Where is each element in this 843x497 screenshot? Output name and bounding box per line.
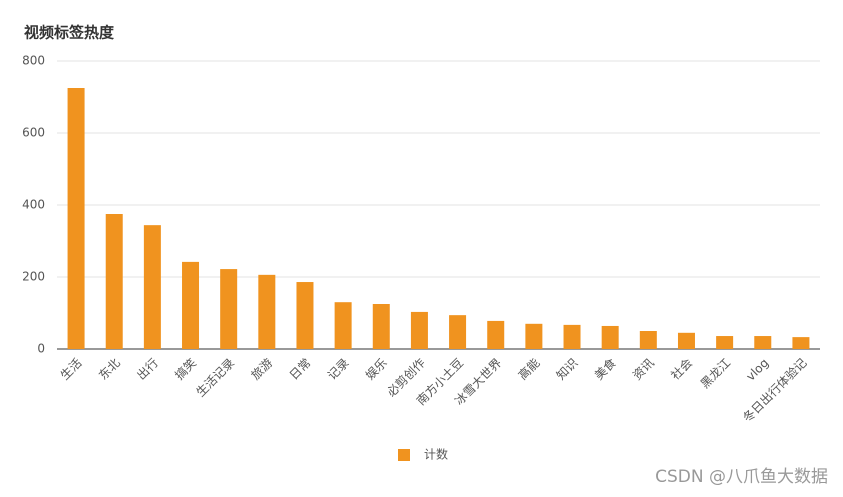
chart-title: 视频标签热度	[24, 24, 115, 42]
x-tick-label: 日常	[287, 356, 314, 383]
bar	[601, 325, 619, 349]
bar	[372, 304, 390, 349]
bar	[258, 274, 276, 349]
bar	[143, 225, 161, 349]
bar	[525, 323, 543, 349]
bar	[296, 282, 314, 349]
bar	[639, 331, 657, 349]
bar	[563, 324, 581, 349]
bar	[792, 337, 810, 349]
bar	[487, 320, 505, 349]
bar	[182, 261, 200, 349]
x-tick-label: 生活记录	[193, 356, 237, 400]
x-tick-label: 东北	[96, 356, 123, 383]
bar	[334, 302, 352, 349]
bar	[220, 269, 238, 349]
y-tick-label: 600	[22, 126, 45, 140]
x-tick-label: 娱乐	[363, 356, 390, 383]
x-tick-label: 冬日出行体验记	[740, 355, 810, 425]
x-tick-label: 搞笑	[172, 355, 200, 383]
x-tick-label: 记录	[325, 356, 352, 383]
y-tick-label: 400	[22, 198, 45, 212]
x-tick-label: 黑龙江	[698, 356, 733, 391]
legend-label: 计数	[424, 447, 448, 462]
y-tick-label: 800	[22, 54, 45, 68]
bar	[105, 214, 123, 349]
legend-swatch	[398, 449, 410, 461]
x-tick-label: 生活	[58, 356, 85, 383]
bar	[410, 311, 428, 349]
x-tick-label: 出行	[134, 356, 161, 383]
watermark: CSDN @八爪鱼大数据	[655, 467, 828, 487]
bar	[754, 336, 772, 349]
bar	[67, 88, 85, 349]
y-tick-label: 200	[22, 270, 45, 284]
bar	[677, 332, 695, 349]
x-tick-label: 社会	[667, 355, 695, 383]
bar	[449, 315, 467, 349]
x-tick-label: 知识	[554, 356, 581, 383]
x-tick-label: vlog	[744, 356, 772, 384]
x-tick-label: 美食	[591, 355, 619, 383]
y-tick-label: 0	[37, 342, 45, 356]
x-tick-label: 高能	[515, 355, 543, 383]
x-tick-label: 资讯	[630, 356, 657, 383]
x-tick-label: 旅游	[249, 356, 276, 383]
bar	[716, 336, 734, 349]
